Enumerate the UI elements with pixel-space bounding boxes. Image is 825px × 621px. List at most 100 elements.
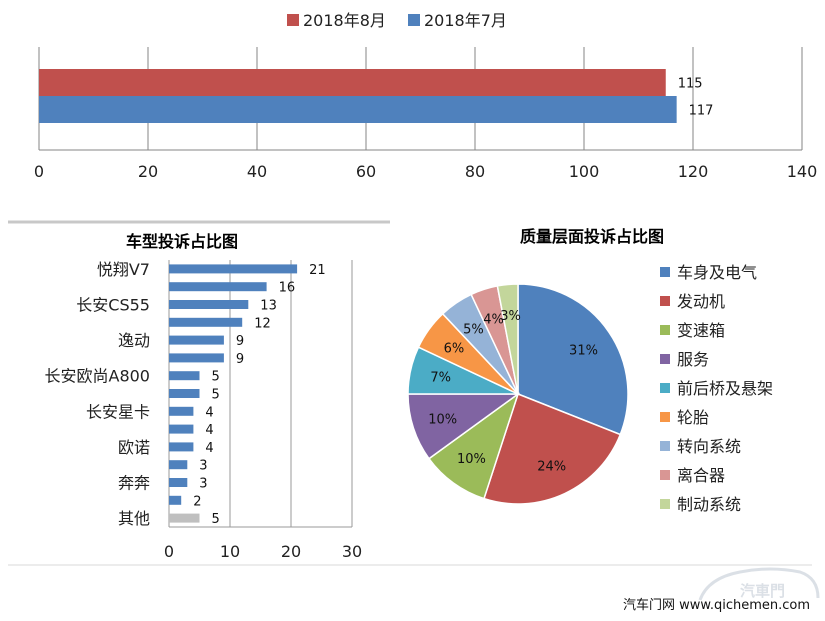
x-tick-label: 40 [247, 162, 267, 181]
model-bar-value: 4 [205, 405, 213, 420]
model-x-ticks: 0 10 20 30 [164, 542, 362, 561]
pie-data-label: 3% [500, 309, 521, 324]
model-category-label: 悦翔V7 [97, 260, 150, 279]
model-bar [169, 335, 224, 345]
model-category-label: 奔奔 [118, 474, 150, 493]
model-bar-value: 9 [236, 334, 244, 349]
pie-legend-label: 制动系统 [677, 495, 741, 514]
model-bar [169, 300, 249, 309]
model-bar-value: 4 [205, 423, 213, 438]
model-bar [169, 406, 194, 416]
model-bar-value: 13 [260, 299, 277, 314]
model-bar [169, 495, 182, 505]
watermark-text: 汽車門 [740, 582, 785, 600]
x-tick-label: 60 [356, 162, 376, 181]
pie-legend-label: 轮胎 [677, 408, 709, 427]
monthly-bar [39, 96, 677, 123]
pie-legend-swatch [660, 267, 670, 277]
pie-slice [517, 283, 629, 436]
pie-slices [407, 283, 629, 505]
pie-data-label: 31% [569, 343, 598, 358]
x-tick-label: 120 [678, 162, 709, 181]
pie-data-label: 24% [537, 460, 566, 475]
model-bar-value: 9 [236, 352, 244, 367]
pie-legend-label: 车身及电气 [677, 263, 757, 282]
x-tick-label: 140 [787, 162, 818, 181]
pie-legend-swatch [660, 296, 670, 306]
pie-legend-label: 转向系统 [677, 437, 741, 456]
footer-text: 汽车门网 www.qichemen.com [623, 597, 810, 613]
pie-data-label: 6% [444, 341, 465, 356]
pie-legend-swatch [660, 441, 670, 451]
model-bar-value: 5 [212, 388, 220, 403]
monthly-x-ticks: 0 20 40 60 80 100 120 140 [34, 162, 817, 181]
monthly-comparison-chart: 115 117 0 20 40 60 80 100 120 140 2018年8月 2018年7月 [34, 11, 817, 181]
legend-swatch [408, 14, 420, 26]
pie-legend-swatch [660, 354, 670, 364]
model-category-label: 长安欧尚A800 [45, 367, 151, 386]
x-tick-label: 20 [281, 542, 301, 561]
pie-data-label: 5% [463, 322, 484, 337]
legend-swatch [287, 14, 299, 26]
model-bar-value: 5 [212, 512, 220, 527]
model-bar [169, 442, 194, 452]
pie-slice [496, 283, 519, 395]
pie-data-label: 10% [457, 452, 486, 467]
pie-legend-label: 变速箱 [677, 321, 725, 340]
x-tick-label: 0 [34, 162, 44, 181]
pie-legend-swatch [660, 412, 670, 422]
pie-legend-label: 服务 [677, 350, 709, 369]
model-bar-value: 16 [279, 281, 296, 296]
x-tick-label: 10 [220, 542, 240, 561]
monthly-bar-value: 117 [689, 104, 714, 119]
model-category-label: 欧诺 [118, 438, 150, 457]
monthly-bar-value: 115 [678, 77, 703, 92]
x-tick-label: 20 [138, 162, 158, 181]
model-bar [169, 317, 243, 327]
model-bar [169, 513, 200, 523]
pie-legend-label: 离合器 [677, 466, 725, 485]
model-bar-value: 2 [193, 494, 201, 509]
footer: 汽車門 汽车门网 www.qichemen.com [623, 567, 820, 613]
monthly-bar [39, 69, 666, 96]
pie-legend-swatch [660, 499, 670, 509]
model-bar [169, 424, 194, 434]
pie-slice [483, 393, 622, 505]
monthly-legend: 2018年8月 2018年7月 [287, 11, 507, 30]
pie-legend-label: 发动机 [677, 292, 725, 311]
monthly-bars: 115 117 [39, 69, 713, 123]
model-bar [169, 478, 188, 487]
model-bar-value: 3 [199, 459, 207, 474]
model-bar [169, 371, 200, 381]
model-bar-value: 4 [205, 441, 213, 456]
pie-legend-swatch [660, 325, 670, 335]
pie-data-label: 4% [483, 313, 504, 328]
model-bar [169, 389, 200, 398]
pie-data-label: 7% [430, 371, 451, 386]
model-bar [169, 353, 224, 363]
pie-legend-label: 前后桥及悬架 [677, 379, 773, 398]
model-bar-value: 21 [309, 263, 326, 278]
x-tick-label: 0 [164, 542, 174, 561]
model-bar-value: 3 [199, 477, 207, 492]
pie-data-label: 10% [428, 412, 457, 427]
x-tick-label: 100 [569, 162, 600, 181]
model-bar [169, 460, 188, 470]
model-bar [169, 282, 267, 292]
legend-label: 2018年8月 [303, 11, 386, 30]
pie-legend-swatch [660, 470, 670, 480]
legend-label: 2018年7月 [424, 11, 507, 30]
model-bar-value: 12 [254, 316, 271, 331]
model-category-label: 长安CS55 [76, 296, 150, 315]
pie-data-labels: 31% 24% 10% 10% 7% 6% 5%4%3% [428, 309, 598, 475]
model-bar [169, 264, 298, 274]
model-category-label: 其他 [118, 509, 150, 528]
x-tick-label: 30 [342, 542, 362, 561]
quality-complaint-chart: 质量层面投诉占比图 31% 24% 10% 10% 7% 6% 5%4%3% 车身及电气发动… [407, 227, 773, 514]
model-chart-title: 车型投诉占比图 [126, 232, 238, 251]
car-logo-watermark: 汽車門 [698, 567, 820, 601]
